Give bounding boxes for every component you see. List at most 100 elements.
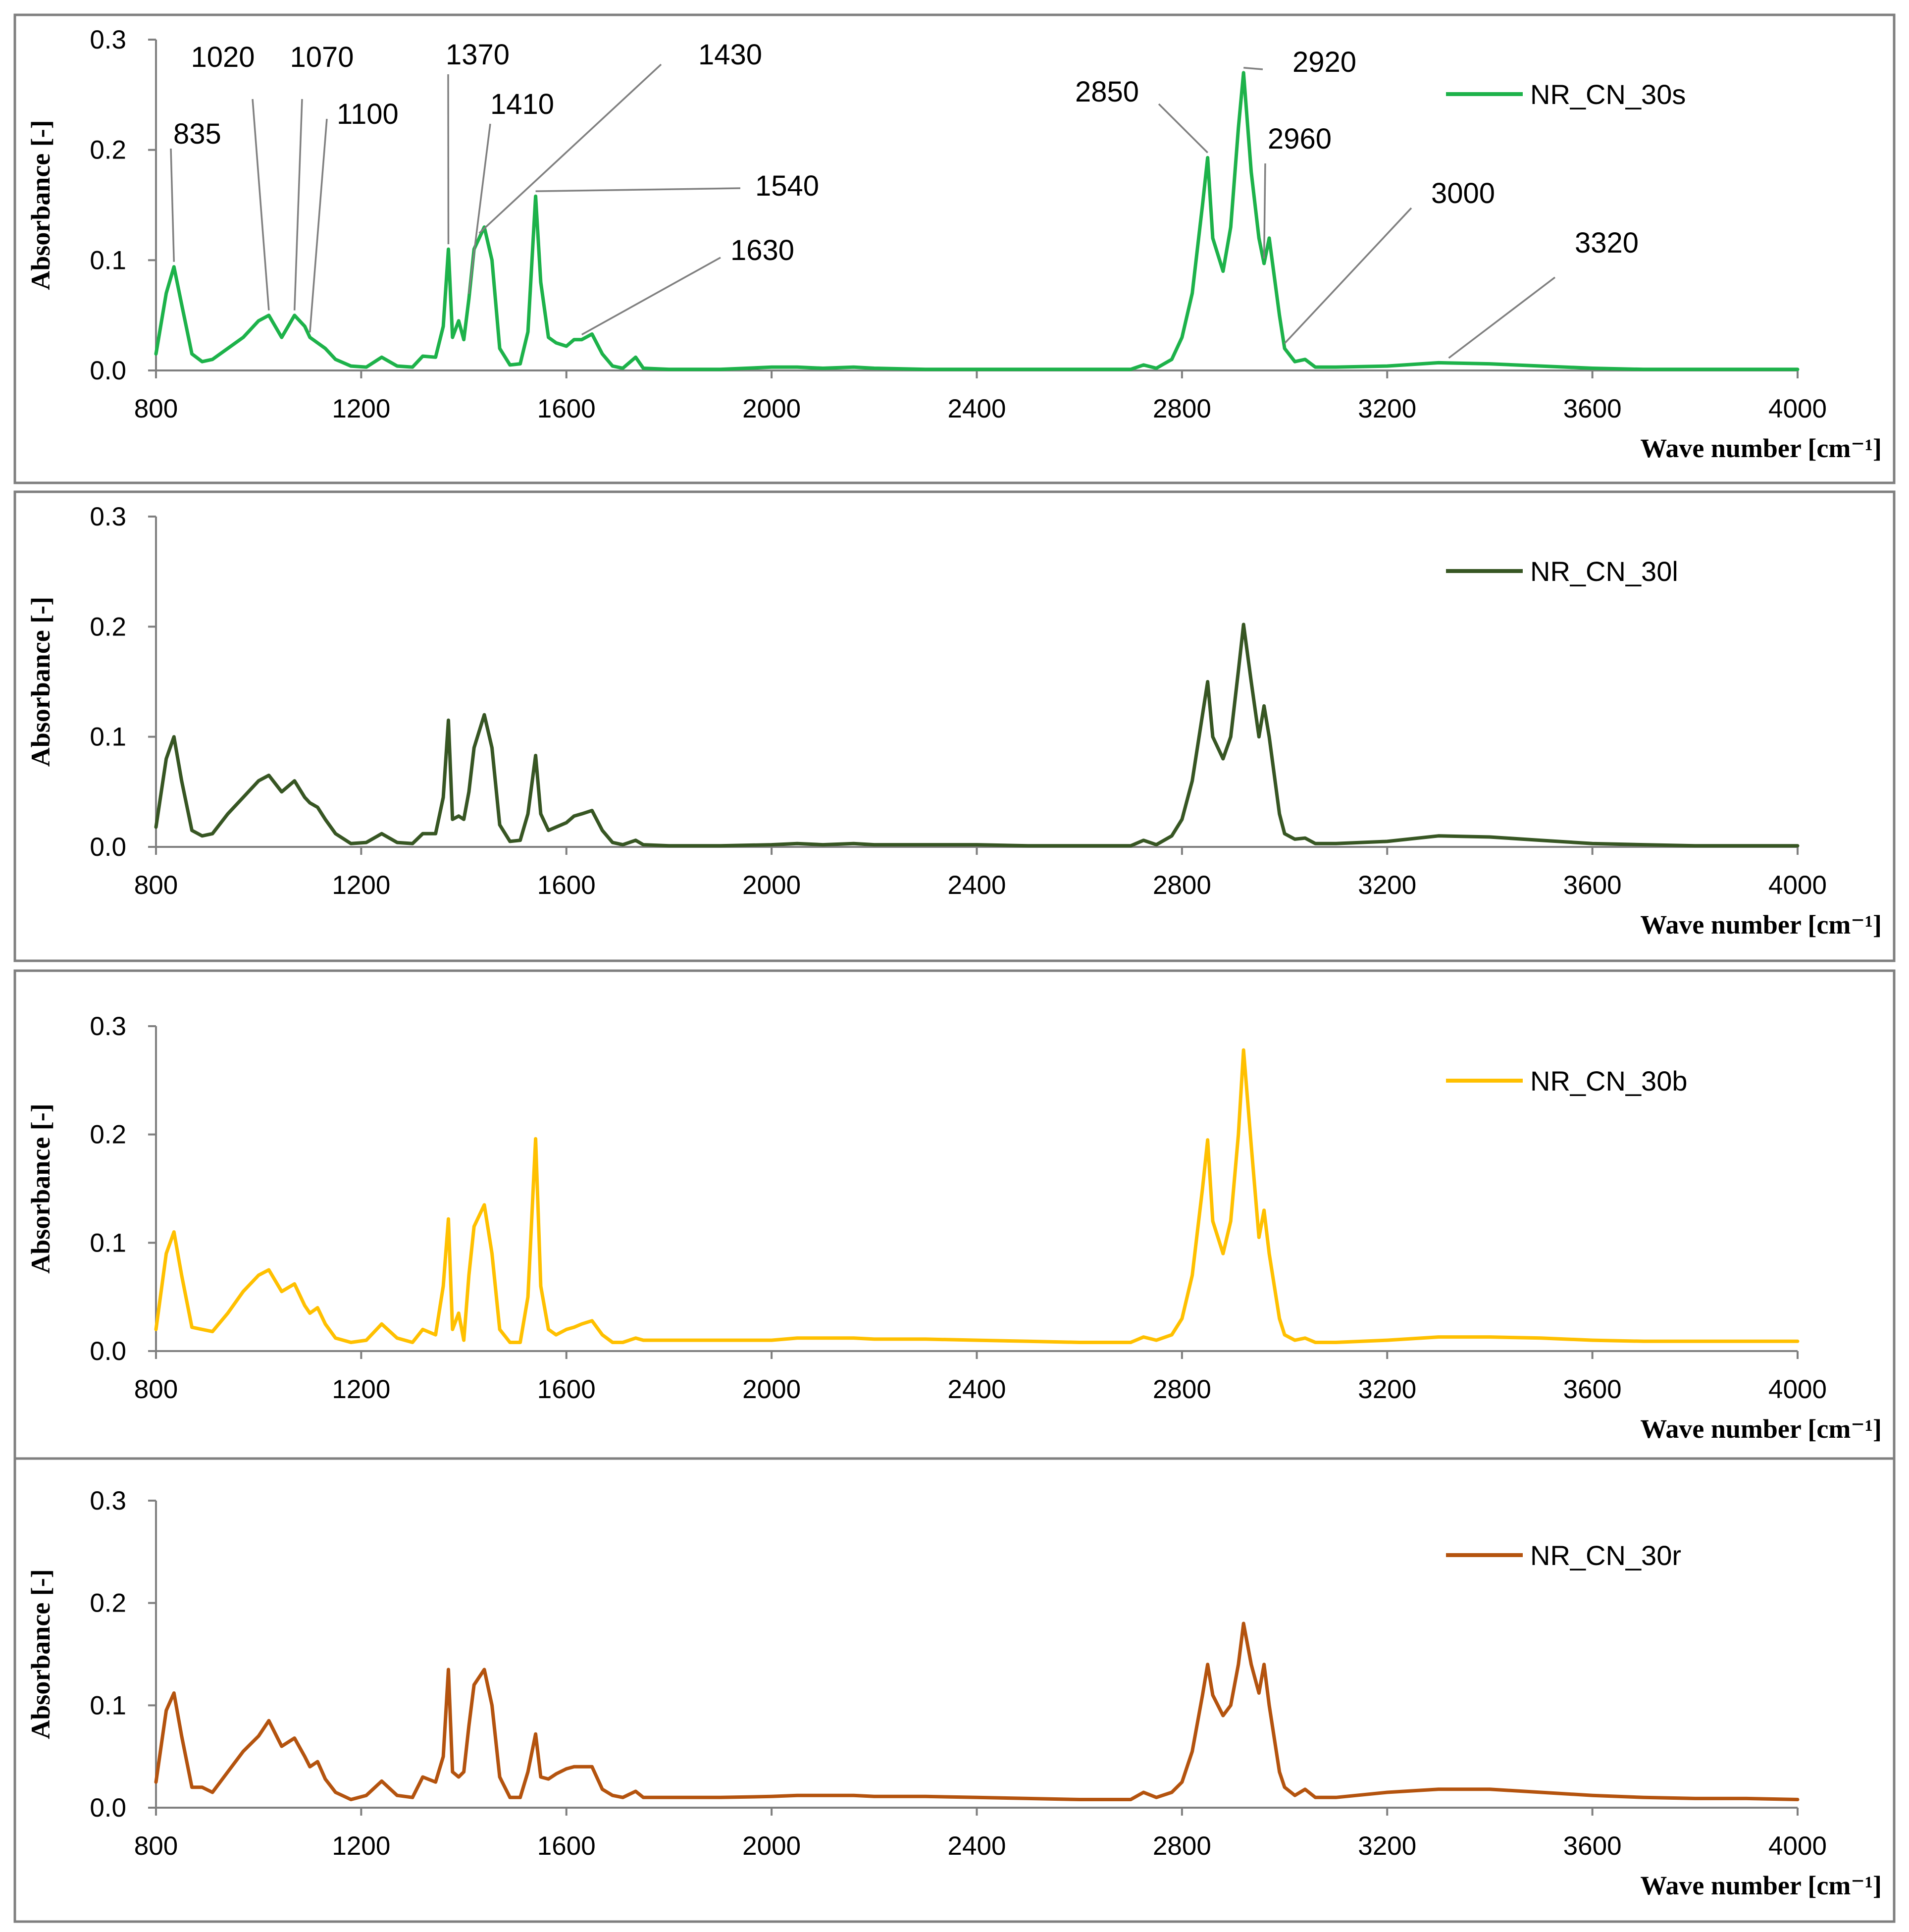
- annotation-leader: [1263, 163, 1266, 259]
- annotation-leader: [293, 99, 303, 311]
- y-tick-label: 0.2: [90, 136, 126, 165]
- x-tick-label: 3200: [1358, 1375, 1416, 1404]
- annotation-leader: [468, 123, 491, 294]
- x-tick-label: 1200: [332, 871, 390, 900]
- series-line-NR_CN_30b: [154, 1048, 1800, 1344]
- peak-annotation: 1070: [290, 41, 354, 73]
- panel-frame: [13, 490, 1896, 962]
- x-tick-label: 4000: [1768, 1375, 1827, 1404]
- peak-annotation: 1540: [755, 170, 819, 202]
- annotation-leader: [170, 148, 175, 262]
- chart-panel-2: 800 1200 1600 2000 2400 2800 3200 3600 4000 0.0 0.…: [13, 490, 1896, 962]
- x-tick-label: 1600: [537, 871, 596, 900]
- x-tick-label: 3600: [1563, 871, 1622, 900]
- y-axis-title: Absorbance [-]: [26, 597, 55, 767]
- x-tick-label: 2400: [948, 394, 1006, 423]
- peak-annotation: 3000: [1431, 177, 1495, 209]
- x-tick-label: 3200: [1358, 1831, 1416, 1861]
- y-tick-label: 0.3: [90, 502, 126, 531]
- y-tick-label: 0.0: [90, 356, 126, 385]
- annotation-leader: [1243, 67, 1263, 70]
- chart-panel-1: 800 1200 1600 2000 2400 2800 3200 3600 4000 0.0 0.…: [13, 13, 1896, 484]
- annotation-leader: [581, 257, 721, 336]
- x-tick-label: 4000: [1768, 871, 1827, 900]
- peak-annotation: 1430: [698, 39, 762, 71]
- peak-annotation: 2960: [1268, 123, 1332, 155]
- y-tick-label: 0.2: [90, 612, 126, 641]
- legend-label: NR_CN_30b: [1530, 1065, 1688, 1097]
- x-tick-label: 1200: [332, 1831, 390, 1861]
- x-tick-label: 1200: [332, 1375, 390, 1404]
- y-tick-label: 0.0: [90, 1337, 126, 1366]
- annotation-leader: [535, 187, 741, 192]
- chart-panel-4: 800 1200 1600 2000 2400 2800 3200 3600 4000 0.0 0.…: [13, 1457, 1896, 1923]
- x-tick-label: 2000: [742, 871, 801, 900]
- panel-frame: [13, 13, 1896, 484]
- y-tick-label: 0.1: [90, 246, 126, 275]
- legend-label: NR_CN_30r: [1530, 1540, 1681, 1571]
- annotation-leader: [252, 99, 270, 311]
- x-tick-label: 2400: [948, 1375, 1006, 1404]
- x-tick-label: 800: [134, 871, 178, 900]
- x-tick-label: 1600: [537, 1375, 596, 1404]
- y-tick-label: 0.3: [90, 1012, 126, 1041]
- legend-label: NR_CN_30s: [1530, 79, 1686, 110]
- peak-annotation: 1410: [490, 88, 554, 120]
- peak-annotation: 1370: [446, 39, 510, 71]
- series-line-NR_CN_30l: [154, 623, 1800, 848]
- series-line-NR_CN_30s: [154, 71, 1800, 371]
- x-axis-title: Wave number [cm⁻¹]: [1640, 1414, 1882, 1444]
- y-tick-label: 0.0: [90, 1793, 126, 1823]
- y-tick-label: 0.1: [90, 1228, 126, 1257]
- panel-frame: [13, 1457, 1896, 1923]
- y-axis-title: Absorbance [-]: [26, 120, 55, 290]
- x-tick-label: 2400: [948, 871, 1006, 900]
- peak-annotation: 1630: [730, 234, 794, 266]
- peak-annotation: 1100: [337, 98, 399, 130]
- y-tick-label: 0.3: [90, 25, 126, 54]
- x-tick-label: 2000: [742, 1375, 801, 1404]
- peak-annotation: 1020: [191, 41, 255, 73]
- annotation-leader: [1284, 207, 1412, 344]
- y-tick-label: 0.3: [90, 1486, 126, 1515]
- y-axis-title: Absorbance [-]: [26, 1103, 55, 1273]
- x-tick-label: 4000: [1768, 394, 1827, 423]
- chart-panel-3: 800 1200 1600 2000 2400 2800 3200 3600 4000 0.0 0.…: [13, 969, 1896, 1460]
- y-tick-label: 0.0: [90, 833, 126, 862]
- x-axis-title: Wave number [cm⁻¹]: [1640, 910, 1882, 940]
- x-tick-label: 800: [134, 1375, 178, 1404]
- x-tick-label: 800: [134, 394, 178, 423]
- peak-annotation: 2920: [1292, 46, 1356, 78]
- peak-annotation: 3320: [1575, 227, 1639, 259]
- x-tick-label: 800: [134, 1831, 178, 1861]
- annotation-leader: [309, 118, 328, 333]
- x-tick-label: 2800: [1153, 1831, 1211, 1861]
- annotation-leader: [1158, 103, 1208, 154]
- x-tick-label: 2800: [1153, 1375, 1211, 1404]
- x-axis-title: Wave number [cm⁻¹]: [1640, 433, 1882, 463]
- x-tick-label: 3200: [1358, 394, 1416, 423]
- x-tick-label: 2400: [948, 1831, 1006, 1861]
- x-tick-label: 3600: [1563, 394, 1622, 423]
- peak-annotation: 2850: [1075, 76, 1139, 108]
- x-tick-label: 2000: [742, 394, 801, 423]
- y-tick-label: 0.1: [90, 1691, 126, 1720]
- x-tick-label: 2800: [1153, 394, 1211, 423]
- x-tick-label: 1200: [332, 394, 390, 423]
- annotation-leader: [478, 63, 662, 234]
- y-tick-label: 0.2: [90, 1120, 126, 1149]
- x-tick-label: 2800: [1153, 871, 1211, 900]
- x-tick-label: 3200: [1358, 871, 1416, 900]
- y-tick-label: 0.2: [90, 1589, 126, 1618]
- y-tick-label: 0.1: [90, 723, 126, 752]
- x-tick-label: 1600: [537, 394, 596, 423]
- annotation-leader: [1448, 276, 1556, 359]
- series-line-NR_CN_30r: [154, 1621, 1800, 1801]
- x-tick-label: 4000: [1768, 1831, 1827, 1861]
- x-tick-label: 3600: [1563, 1375, 1622, 1404]
- legend-label: NR_CN_30l: [1530, 556, 1678, 587]
- x-axis-title: Wave number [cm⁻¹]: [1640, 1871, 1882, 1900]
- x-tick-label: 2000: [742, 1831, 801, 1861]
- y-axis-title: Absorbance [-]: [26, 1569, 55, 1739]
